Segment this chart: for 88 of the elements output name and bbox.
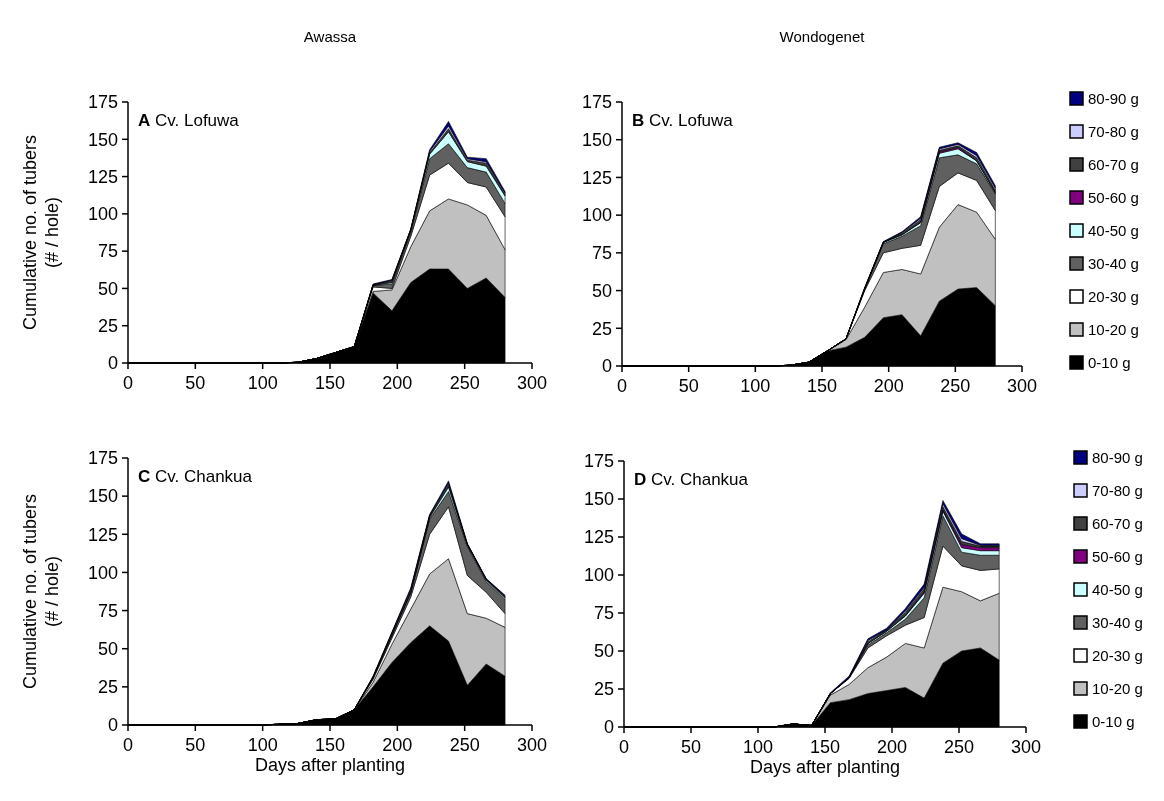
y-tick-label: 75	[97, 241, 118, 262]
chart-subtitle: Awassa	[303, 28, 357, 45]
x-tick-label: 150	[314, 735, 346, 755]
x-tick-label: 50	[185, 373, 206, 393]
x-axis-title: Days after planting	[254, 755, 406, 775]
y-tick-label: 75	[591, 243, 612, 264]
y-axis-title: Cumulative no. of tubers (# / hole)	[20, 134, 62, 331]
x-tick-label: 200	[876, 737, 908, 757]
x-tick-label: 300	[1010, 737, 1042, 757]
y-axis-title: Cumulative no. of tubers (# / hole)	[20, 493, 62, 690]
x-tick-label: 0	[618, 737, 630, 757]
y-tick-label: 175	[87, 448, 118, 469]
x-tick-label: 50	[678, 376, 699, 396]
legend-label: 50-60 g	[1092, 548, 1143, 566]
legend-label: 20-30 g	[1092, 647, 1143, 665]
legend-label: 60-70 g	[1088, 156, 1139, 174]
text: C Cv. Chankua	[138, 467, 253, 486]
y-tick-label: 150	[87, 129, 118, 150]
y-tick-label: 100	[581, 205, 612, 226]
y-tick-label: 125	[583, 527, 614, 548]
legend-label: 30-40 g	[1092, 614, 1143, 632]
y-tick-label: 125	[581, 167, 612, 188]
y-tick-label: 0	[107, 715, 118, 736]
y-tick-label: 50	[591, 280, 612, 301]
y-tick-label: 25	[97, 316, 118, 337]
x-tick-label: 0	[122, 373, 134, 393]
chart-subtitle: Wondogenet	[779, 28, 866, 45]
x-tick-label: 200	[382, 735, 413, 755]
y-tick-label: 0	[601, 356, 612, 377]
x-tick-label: 150	[806, 376, 838, 396]
legend-label: 0-10 g	[1092, 713, 1135, 731]
y-tick-label: 25	[97, 677, 118, 698]
x-tick-label: 300	[516, 373, 548, 393]
x-tick-label: 250	[449, 373, 480, 393]
y-tick-label: 50	[593, 641, 614, 662]
x-tick-label: 200	[873, 376, 904, 396]
x-tick-label: 0	[122, 735, 134, 755]
y-tick-label: 75	[97, 600, 118, 621]
x-tick-label: 150	[314, 373, 346, 393]
y-tick-label: 175	[87, 92, 118, 113]
x-tick-label: 250	[449, 735, 480, 755]
y-tick-label: 150	[583, 489, 614, 510]
legend-label: 80-90 g	[1088, 90, 1139, 108]
y-tick-label: 125	[87, 524, 118, 545]
legend-label: 20-30 g	[1088, 288, 1139, 306]
y-tick-label: 0	[107, 353, 118, 374]
legend-label: 40-50 g	[1092, 581, 1143, 599]
y-tick-label: 100	[583, 565, 614, 586]
x-tick-label: 100	[247, 735, 278, 755]
y-tick-label: 150	[581, 130, 612, 151]
y-tick-label: 25	[591, 318, 612, 339]
y-tick-label: 0	[603, 717, 614, 738]
y-tick-label: 125	[87, 166, 118, 187]
y-tick-label: 50	[97, 639, 118, 660]
x-tick-label: 0	[616, 376, 628, 396]
legend-label: 10-20 g	[1092, 680, 1143, 698]
legend-label: 10-20 g	[1088, 321, 1139, 339]
x-tick-label: 50	[680, 737, 702, 757]
x-tick-label: 150	[809, 737, 841, 757]
legend-label: 0-10 g	[1088, 354, 1131, 372]
legend-label: 80-90 g	[1092, 449, 1143, 467]
text: D Cv. Chankua	[634, 470, 749, 489]
x-tick-label: 100	[740, 376, 771, 396]
x-tick-label: 100	[247, 373, 278, 393]
x-tick-label: 50	[185, 735, 206, 755]
y-tick-label: 150	[87, 486, 118, 507]
legend-label: 50-60 g	[1088, 189, 1139, 207]
x-tick-label: 300	[516, 735, 548, 755]
x-tick-label: 300	[1006, 376, 1038, 396]
x-tick-label: 250	[943, 737, 975, 757]
y-tick-label: 175	[581, 92, 612, 113]
text: B Cv. Lofuwa	[632, 111, 734, 130]
legend-label: 40-50 g	[1088, 222, 1139, 240]
y-tick-label: 175	[583, 451, 614, 472]
legend-label: 70-80 g	[1088, 123, 1139, 141]
x-tick-label: 200	[382, 373, 413, 393]
y-tick-label: 75	[593, 603, 614, 624]
x-tick-label: 100	[742, 737, 774, 757]
legend-label: 30-40 g	[1088, 255, 1139, 273]
y-tick-label: 50	[97, 278, 118, 299]
text: A Cv. Lofuwa	[138, 111, 240, 130]
y-tick-label: 25	[593, 679, 614, 700]
y-tick-label: 100	[87, 562, 118, 583]
x-tick-label: 250	[940, 376, 971, 396]
x-axis-title: Days after planting	[749, 757, 901, 777]
legend-label: 60-70 g	[1092, 515, 1143, 533]
y-tick-label: 100	[87, 204, 118, 225]
legend-label: 70-80 g	[1092, 482, 1143, 500]
